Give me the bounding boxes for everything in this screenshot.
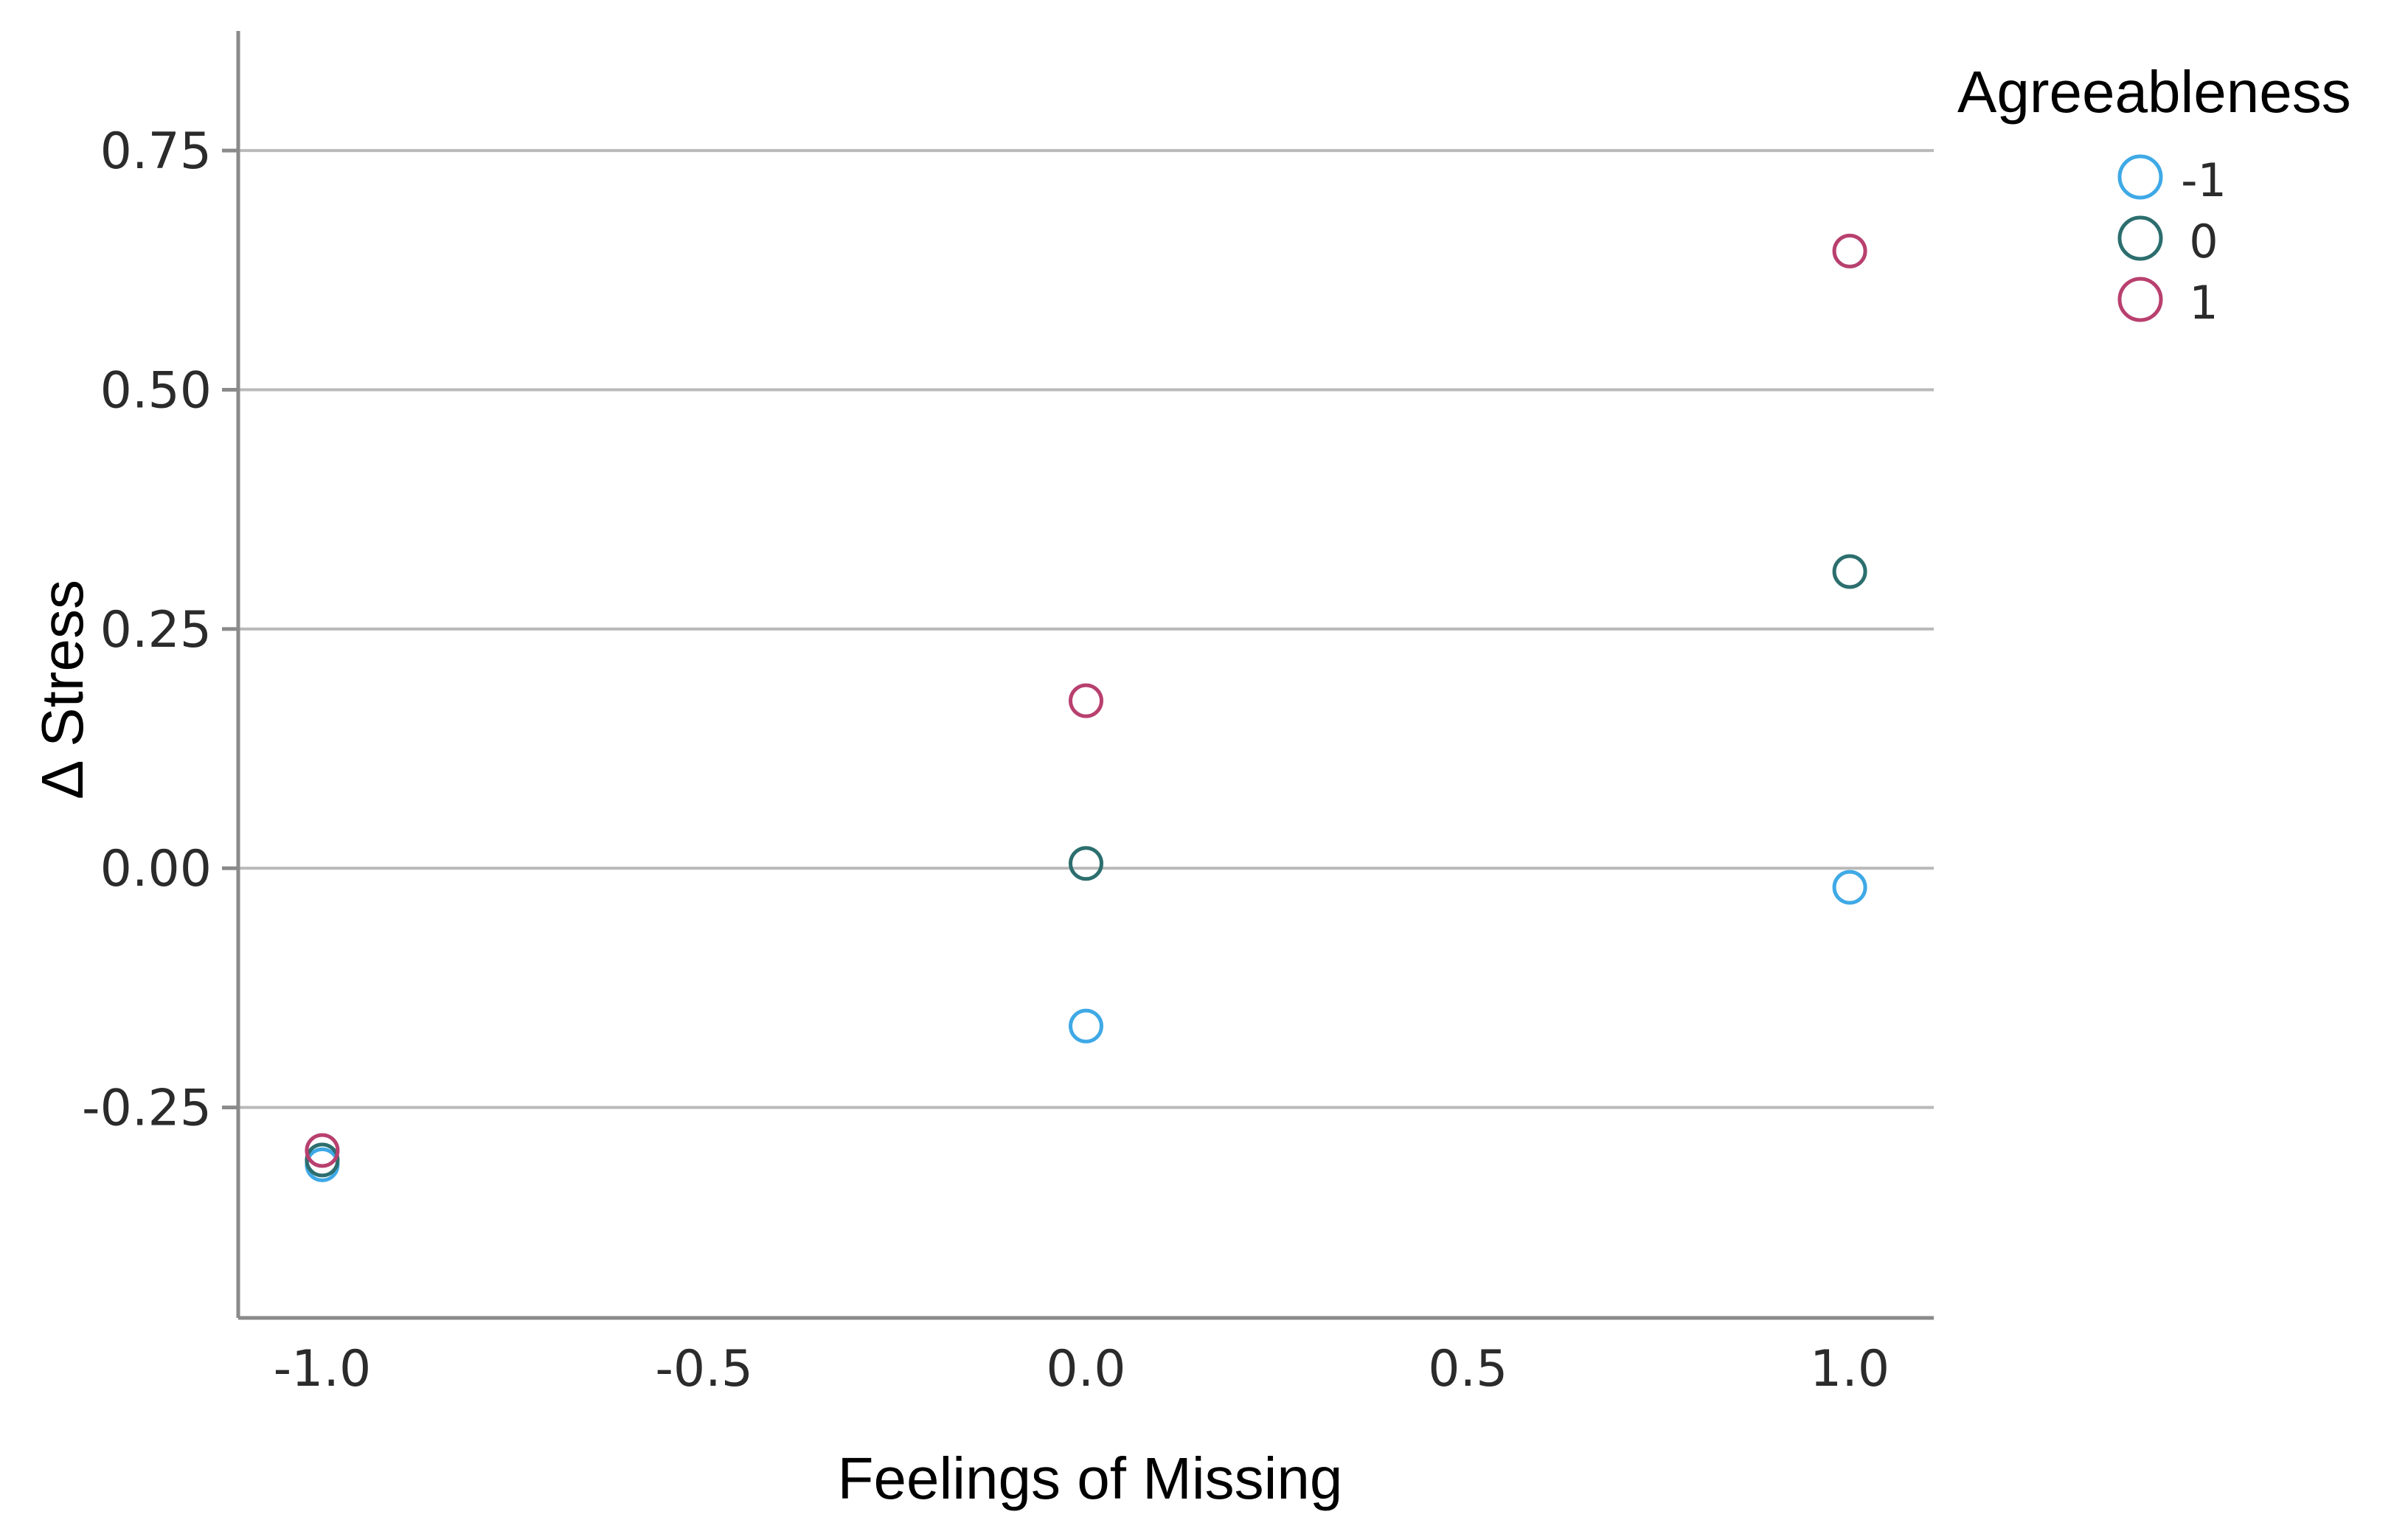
data-point-agreeableness-0 <box>1832 554 1867 589</box>
data-point-agreeableness--1 <box>1069 1008 1103 1044</box>
y-tick-labels: -0.25 0.00 0.25 0.50 0.75 <box>82 122 238 1138</box>
data-point-agreeableness-1 <box>1832 233 1867 268</box>
legend-label: 0 <box>2189 215 2218 268</box>
legend-marker-icon <box>2117 277 2163 322</box>
y-tick-label: 0.75 <box>100 122 212 181</box>
legend-marker-icon <box>2117 154 2163 200</box>
x-tick-label: -0.5 <box>655 1340 753 1398</box>
x-tick-label: 0.5 <box>1428 1340 1507 1398</box>
grid-lines <box>238 149 1934 1109</box>
data-point-agreeableness--1 <box>1832 870 1867 905</box>
axes <box>236 31 1934 1320</box>
y-tick-label: 0.25 <box>100 601 212 659</box>
data-point-agreeableness-1 <box>305 1133 340 1168</box>
y-tick-label: -0.25 <box>82 1080 212 1138</box>
x-tick-label: 1.0 <box>1810 1340 1890 1398</box>
legend-label: -1 <box>2181 153 2227 207</box>
x-axis-title: Feelings of Missing <box>838 1446 1343 1511</box>
legend: Agreeableness -1 0 1 <box>1957 59 2351 330</box>
legend-label: 1 <box>2189 276 2218 330</box>
y-tick-label: 0.50 <box>100 362 212 420</box>
x-tick-label: -1.0 <box>274 1340 372 1398</box>
legend-title: Agreeableness <box>1957 59 2351 125</box>
y-axis-title: Δ Stress <box>30 580 95 799</box>
y-tick-label: 0.00 <box>100 840 212 898</box>
data-point-agreeableness-0 <box>1069 846 1103 881</box>
legend-items: -1 0 1 <box>2117 153 2227 330</box>
x-tick-label: 0.0 <box>1046 1340 1125 1398</box>
data-point-agreeableness-0 <box>305 1142 340 1178</box>
legend-marker-icon <box>2117 215 2163 261</box>
data-points <box>305 233 1867 1182</box>
data-point-agreeableness-1 <box>1069 683 1103 718</box>
x-tick-labels: -1.0 -0.5 0.0 0.5 1.0 <box>274 1340 1890 1398</box>
